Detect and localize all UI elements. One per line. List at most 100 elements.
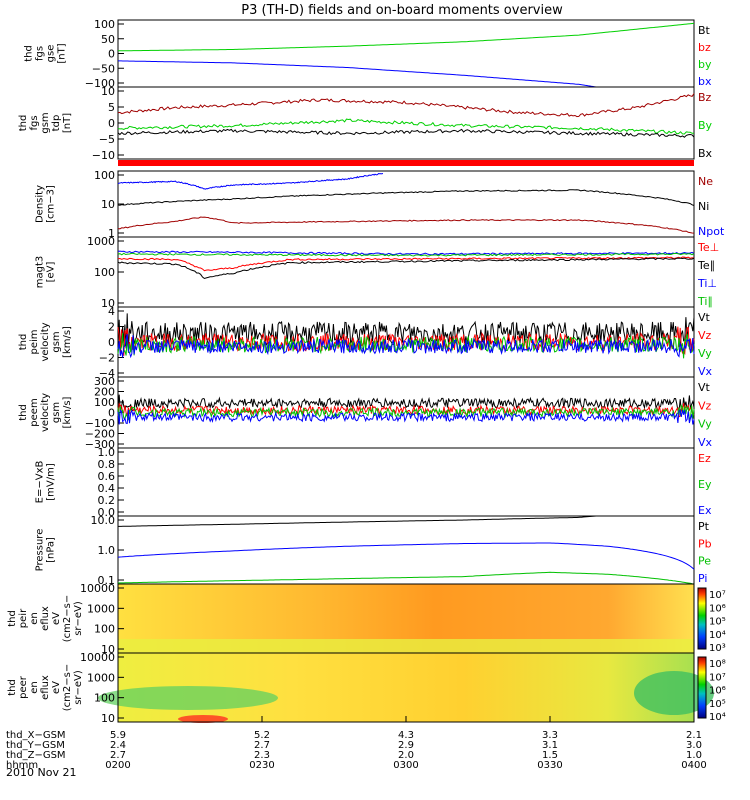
y-tick-label: 0.4 (98, 482, 116, 495)
panel-frame (117, 447, 695, 517)
legend-2: Vy (698, 347, 712, 360)
series-By (117, 118, 695, 135)
y-tick-label: 10000 (80, 651, 115, 664)
y-axis-label-line: thd (18, 404, 29, 421)
y-axis-label-line: gse (46, 45, 57, 63)
x-tick-label: 2.1 (686, 730, 702, 741)
date-label: 2010 Nov 21 (6, 766, 76, 779)
colorbar-label: 10⁴ (709, 630, 726, 641)
y-tick-label: 10 (101, 712, 115, 725)
y-axis-label-line: eV (51, 612, 62, 625)
y-axis-label: E=−VxB[mV/m] (35, 461, 57, 504)
panel-fgs_gse: 100 50 0−50 −100 thdfgsgse[nT] Bt bz by bx (24, 18, 712, 90)
series-Pt (118, 515, 597, 527)
panel-peer: 10⁸ 10⁷ 10⁶ 10⁵ 10⁴ 10000 1000 100 10 thdpeerenef… (7, 651, 726, 725)
panel-frame (117, 170, 695, 238)
y-tick-label: 10 (101, 198, 115, 211)
y-tick-label: 4 (108, 305, 115, 318)
y-axis-label: thdfgsgsmtdp[nT] (18, 112, 73, 133)
series-Vx (117, 333, 695, 359)
legend-0: Pt (698, 520, 710, 533)
heatmap-red-spot (178, 715, 228, 723)
y-axis-label-line: eflux (40, 675, 51, 700)
y-axis-label: thdfgsgse[nT] (24, 43, 68, 63)
legend-0: Vt (698, 311, 711, 324)
y-tick-label: 100 (94, 692, 115, 705)
series-Vy (117, 403, 695, 422)
series-Vt (117, 394, 695, 413)
y-tick-label: 0.2 (98, 494, 116, 507)
legend-2: Bx (698, 147, 713, 160)
y-axis-label: Density[cm−3] (35, 185, 57, 223)
y-axis-label-line: Pressure (35, 529, 46, 572)
series-Bz (117, 93, 695, 118)
y-tick-label: −200 (85, 428, 115, 441)
y-axis-label-line: thd (7, 610, 18, 627)
y-axis-label-line: [eV] (46, 262, 57, 283)
y-axis-label-line: gsm (40, 112, 51, 133)
panel-temperature: 1000 100 10 magt3[eV] Te⊥ Te∥ Ti⊥ Ti∥ (35, 235, 720, 310)
x-row-label: thd_Y−GSM (6, 740, 65, 751)
colorbar: 10⁷ 10⁶ 10⁵ 10⁴ 10³ (697, 587, 726, 654)
panel-e_vxb: 1.00.80.60.40.20.0 E=−VxB[mV/m] Ez Ey Ex (35, 446, 712, 519)
legend-0: Te⊥ (697, 241, 719, 254)
colorbar-strip (697, 587, 707, 650)
y-axis-label: thdpeemvelocitygsm[km/s] (18, 393, 73, 432)
x-tick-label: 5.9 (110, 730, 126, 741)
y-tick-label: 1.0 (98, 446, 116, 459)
legend-1: bz (698, 41, 711, 54)
y-tick-label: 1.0 (98, 544, 116, 557)
series-Vz (117, 326, 695, 356)
colorbar-label: 10⁶ (709, 686, 726, 697)
legend-3: Ti∥ (697, 295, 713, 308)
y-axis-label-line: [km/s] (62, 396, 73, 428)
legend-0: Ez (698, 452, 711, 465)
y-tick-label: 10.0 (91, 514, 116, 527)
colorbar-label: 10⁷ (709, 590, 726, 601)
x-tick-label: 0400 (681, 760, 706, 771)
x-tick-label: 2.7 (254, 740, 270, 751)
panel-peim_velocity: 4 2 0 −2 −4 thdpeimvelocitygsm[km/s] Vt Vz Vy Vx (18, 305, 713, 380)
y-axis-label: thdpeimvelocitygsm[km/s] (18, 322, 73, 361)
x-tick-label: 1.5 (542, 750, 558, 761)
y-axis-label-line: [mV/m] (46, 463, 57, 501)
panel-peir: 10⁷ 10⁶ 10⁵ 10⁴ 10³ 10000 1000 100 10 thdpeirenef… (7, 582, 726, 656)
y-axis-label-line: peir (18, 608, 29, 628)
x-tick-label: 2.9 (398, 740, 414, 751)
y-tick-label: 5 (108, 101, 115, 114)
y-tick-label: −2 (99, 352, 115, 365)
y-axis-label-line: tdp (51, 115, 62, 132)
y-tick-label: 100 (94, 623, 115, 636)
y-tick-label: 10000 (80, 582, 115, 595)
y-tick-label: 0 (108, 117, 115, 130)
legend-3: Vx (698, 436, 713, 449)
y-axis-label-line: (cm2−s− (62, 595, 73, 642)
x-tick-label: 4.3 (398, 730, 414, 741)
series-Te∥ (117, 257, 695, 280)
x-row-label: hhmm (6, 760, 38, 771)
y-tick-label: 10 (101, 643, 115, 656)
series-bx (118, 60, 597, 88)
separator-bar (118, 160, 694, 166)
y-tick-label: 100 (94, 18, 115, 31)
panel-pressure: 10.0 1.0 0.1 Pressure[nPa] Pt Pb Pe Pi (35, 514, 712, 587)
legend-2: Pe (698, 555, 711, 568)
y-axis-label-line: [km/s] (62, 326, 73, 358)
y-tick-label: 0 (108, 407, 115, 420)
y-axis-label-line: thd (24, 45, 35, 62)
panel-fgs_tdp: 10 5 0 −5 −10 thdfgsgsmtdp[nT] Bz By Bx (18, 85, 713, 162)
colorbar-label: 10⁷ (709, 672, 726, 683)
y-axis-label-line: velocity (40, 322, 51, 361)
y-tick-label: 10 (101, 297, 115, 310)
x-tick-label: 2.3 (254, 750, 270, 761)
legend-1: Pb (698, 537, 712, 550)
y-axis-label: Pressure[nPa] (35, 529, 57, 572)
y-tick-label: 200 (94, 386, 115, 399)
y-axis-label-line: peem (29, 398, 40, 426)
y-tick-label: 1000 (87, 235, 115, 248)
y-axis-label-line: E=−VxB (35, 461, 46, 504)
x-tick-label: 2.4 (110, 740, 126, 751)
y-axis-label: thdpeirenefluxeV(cm2−s−sr−eV) (7, 595, 84, 642)
